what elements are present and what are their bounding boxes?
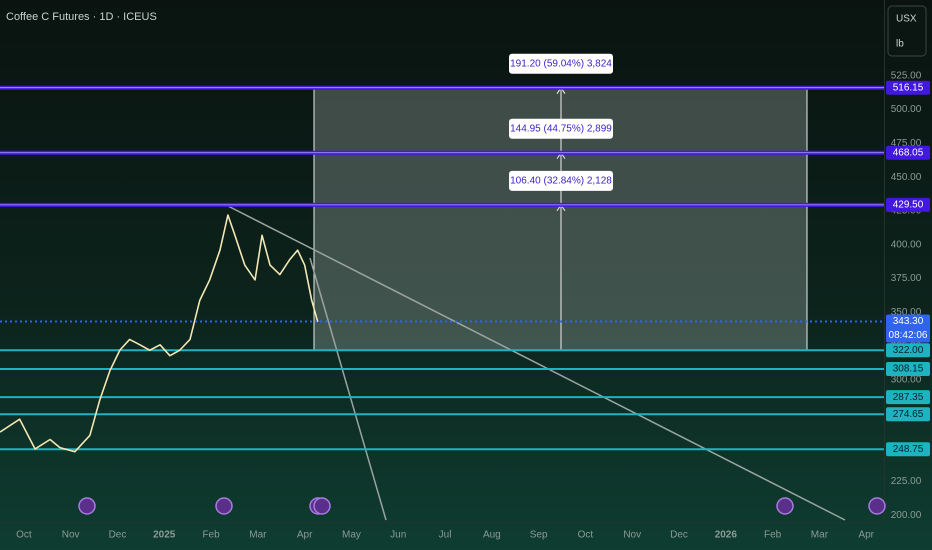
- x-tick-label: Aug: [483, 530, 501, 541]
- x-tick-label: Sep: [530, 530, 548, 541]
- event-icon[interactable]: [776, 497, 794, 515]
- last-price-bg: [886, 314, 930, 343]
- y-tick-label: 200.00: [891, 510, 922, 521]
- y-tick-label: 450.00: [891, 172, 922, 183]
- plot-layer: 191.20 (59.04%) 3,824 144.95 (44.75%) 2,8…: [0, 53, 884, 453]
- countdown: 08:42:06: [889, 330, 928, 341]
- price-label: 429.50: [893, 200, 924, 211]
- x-tick-label: Apr: [858, 530, 874, 541]
- unit-box[interactable]: [887, 5, 927, 57]
- price-label-bg: [886, 442, 930, 457]
- y-tick-label: 300.00: [891, 375, 922, 386]
- x-tick-label: Feb: [202, 530, 220, 541]
- event-icon[interactable]: [313, 497, 331, 515]
- y-tick-label: 500.00: [891, 104, 922, 115]
- price-label: 287.35: [893, 392, 924, 403]
- x-tick-label: Oct: [16, 530, 32, 541]
- measure-label: 144.95 (44.75%) 2,899: [510, 123, 612, 134]
- y-tick-label: 225.00: [891, 476, 922, 487]
- x-tick-label: 2026: [715, 530, 738, 541]
- measure-label-bg: [509, 118, 613, 139]
- price-label: 468.05: [893, 147, 924, 158]
- price-label: 248.75: [893, 444, 924, 455]
- x-tick-label: Apr: [297, 530, 313, 541]
- price-label: 308.15: [893, 364, 924, 375]
- x-tick-label: Mar: [249, 530, 267, 541]
- x-tick-label: Dec: [670, 530, 688, 541]
- event-icon[interactable]: [78, 497, 96, 515]
- price-label: 516.15: [893, 82, 924, 93]
- measure-label: 106.40 (32.84%) 2,128: [510, 176, 612, 187]
- last-price-label: 343.30: [893, 316, 924, 327]
- trend-line: [309, 257, 387, 521]
- trend-line: [227, 205, 846, 521]
- price-label: 322.00: [893, 345, 924, 356]
- x-tick-label: Mar: [811, 530, 829, 541]
- event-icon[interactable]: [868, 497, 886, 515]
- price-label: 274.65: [893, 409, 924, 420]
- x-tick-label: Nov: [623, 530, 641, 541]
- event-icon[interactable]: [215, 497, 233, 515]
- price-label-bg: [886, 390, 930, 405]
- measure-label-bg: [509, 53, 613, 74]
- price-label-bg: [886, 407, 930, 422]
- chart-title: Coffee C Futures · 1D · ICEUS: [6, 11, 157, 23]
- measure-label-bg: [509, 170, 613, 191]
- price-label-bg: [886, 343, 930, 358]
- price-label-bg: [886, 80, 930, 95]
- y-tick-label: 375.00: [891, 273, 922, 284]
- currency: USX: [896, 14, 917, 25]
- x-tick-label: 2025: [153, 530, 176, 541]
- x-tick-label: Jun: [390, 530, 406, 541]
- axis-layer: 200.00225.00250.00275.00300.00325.00350.…: [16, 70, 930, 541]
- measure-label: 191.20 (59.04%) 3,824: [510, 58, 612, 69]
- x-tick-label: Jul: [439, 530, 452, 541]
- price-label-bg: [886, 361, 930, 376]
- y-tick-label: 525.00: [891, 70, 922, 81]
- event-icons: [78, 497, 886, 515]
- x-tick-label: May: [342, 530, 361, 541]
- price-label-bg: [886, 145, 930, 160]
- y-tick-label: 350.00: [891, 307, 922, 318]
- unit: lb: [896, 39, 904, 50]
- x-tick-label: Feb: [764, 530, 782, 541]
- price-label-bg: [886, 197, 930, 212]
- y-tick-label: 400.00: [891, 239, 922, 250]
- y-tick-label: 475.00: [891, 138, 922, 149]
- x-tick-label: Dec: [109, 530, 127, 541]
- x-tick-label: Nov: [62, 530, 80, 541]
- price-line: [0, 214, 319, 453]
- x-tick-label: Oct: [578, 530, 594, 541]
